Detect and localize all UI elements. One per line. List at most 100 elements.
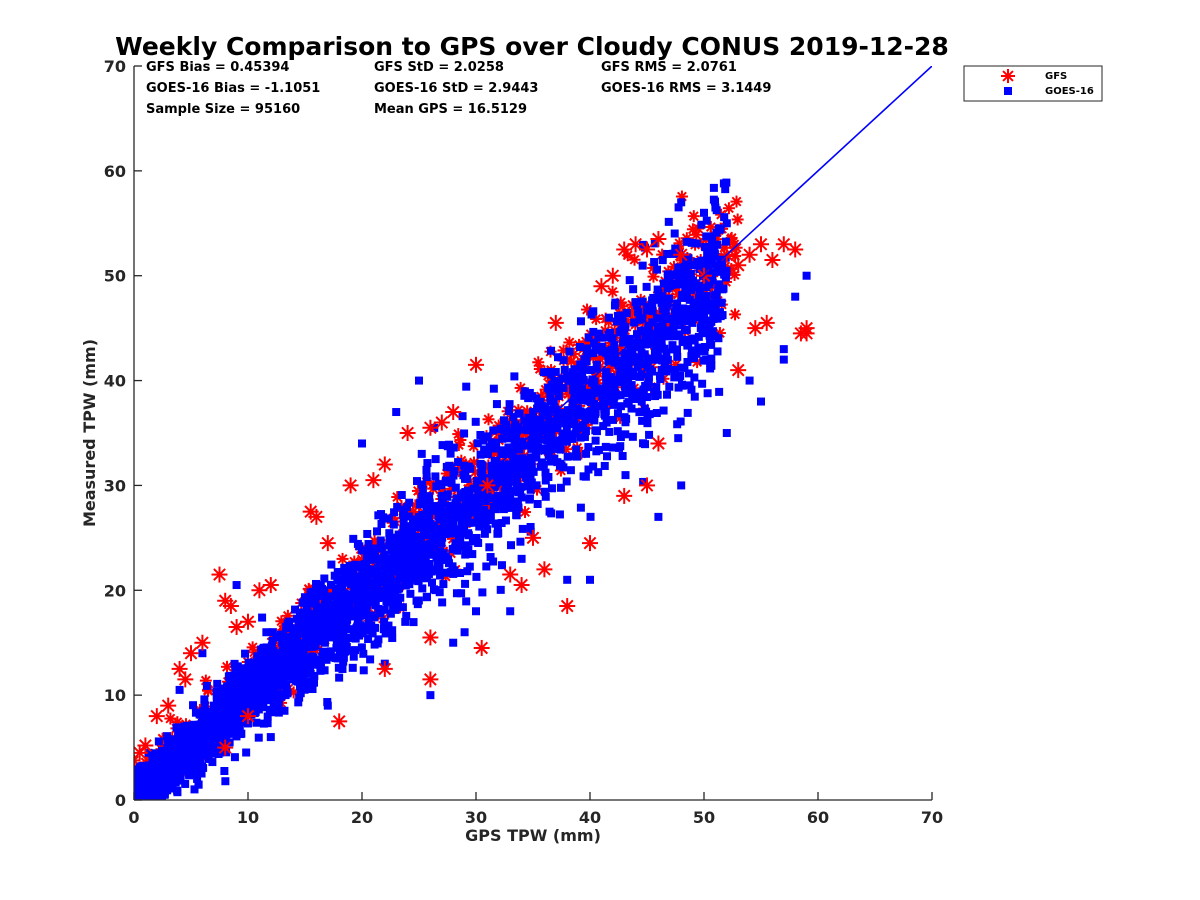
gfs-point — [741, 246, 758, 263]
goes16-point — [330, 607, 339, 616]
goes16-point — [381, 629, 390, 638]
y-tick-label: 10 — [104, 686, 126, 705]
goes16-point — [581, 415, 590, 424]
goes16-point — [524, 426, 533, 435]
goes16-point — [449, 638, 458, 647]
goes16-point — [215, 713, 224, 722]
goes16-point — [176, 764, 185, 773]
goes16-point — [649, 354, 658, 363]
goes16-point — [538, 408, 547, 417]
goes16-point — [705, 318, 714, 327]
goes16-point — [369, 554, 378, 563]
goes16-point — [576, 317, 585, 326]
goes16-point — [664, 217, 673, 226]
goes16-point — [377, 520, 386, 529]
goes16-point — [449, 443, 458, 452]
goes16-point — [134, 792, 139, 800]
goes16-point — [715, 387, 724, 396]
goes16-point — [200, 695, 209, 704]
goes16-point — [250, 701, 259, 710]
goes16-point — [455, 536, 464, 545]
gfs-point — [764, 251, 781, 268]
goes16-point — [683, 408, 692, 417]
goes16-point — [259, 703, 268, 712]
goes16-point — [435, 588, 444, 597]
goes16-point — [622, 384, 631, 393]
goes16-point — [507, 541, 516, 550]
goes16-point — [654, 336, 663, 345]
goes16-point — [243, 702, 252, 711]
goes16-point — [172, 723, 181, 732]
goes16-point — [571, 386, 580, 395]
goes16-point — [415, 376, 423, 385]
goes16-point — [489, 426, 498, 435]
goes16-point — [461, 550, 470, 559]
goes16-point — [310, 660, 319, 669]
goes16-point — [493, 522, 502, 531]
goes16-point — [582, 449, 591, 458]
goes16-point — [712, 291, 721, 300]
goes16-point — [683, 317, 692, 326]
goes16-point — [198, 649, 207, 658]
gfs-point — [473, 639, 490, 656]
goes16-point — [236, 694, 245, 703]
goes16-point — [353, 616, 362, 625]
goes16-point — [721, 185, 730, 194]
goes16-point — [650, 257, 659, 266]
goes16-point — [551, 436, 560, 445]
gfs-point — [422, 629, 439, 646]
goes16-point — [218, 684, 227, 693]
goes16-point — [700, 347, 709, 356]
goes16-point — [323, 596, 332, 605]
gfs-point — [628, 253, 641, 266]
goes16-point — [526, 485, 535, 494]
goes16-point — [687, 346, 696, 355]
goes16-point — [229, 716, 238, 725]
goes16-point — [515, 445, 524, 454]
goes16-point — [364, 577, 373, 586]
goes16-point — [323, 651, 332, 660]
goes16-point — [437, 491, 446, 500]
goes16-point — [166, 755, 175, 764]
goes16-point — [262, 628, 271, 637]
goes16-point — [311, 611, 320, 620]
goes16-point — [190, 760, 199, 769]
goes16-point — [403, 542, 412, 551]
goes16-point — [487, 438, 496, 447]
goes16-point — [638, 416, 647, 425]
goes16-point — [446, 449, 455, 458]
goes16-point — [197, 769, 206, 778]
goes16-point — [690, 392, 699, 401]
goes16-point — [537, 404, 546, 413]
goes16-point — [544, 472, 553, 481]
goes16-point — [358, 439, 366, 448]
goes16-point — [661, 308, 670, 317]
goes16-point — [356, 621, 365, 630]
x-tick-label: 70 — [921, 808, 943, 827]
goes16-point — [608, 354, 617, 363]
goes16-point — [386, 609, 395, 618]
goes16-point — [220, 767, 229, 776]
goes16-point — [551, 405, 560, 414]
goes16-point — [618, 452, 627, 461]
y-tick-label: 40 — [104, 372, 126, 391]
goes16-point — [318, 652, 327, 661]
goes16-point — [221, 777, 230, 786]
x-tick-label: 60 — [807, 808, 829, 827]
goes16-point — [578, 396, 587, 405]
goes16-point — [406, 589, 415, 598]
goes16-point — [464, 462, 473, 471]
goes16-point — [544, 367, 553, 376]
goes16-point — [653, 265, 662, 274]
goes16-point — [449, 529, 458, 538]
goes16-point — [722, 429, 731, 437]
legend-goes16-marker — [1004, 87, 1012, 95]
goes16-point — [276, 678, 285, 687]
goes16-point — [144, 748, 153, 757]
goes16-point — [563, 371, 572, 380]
goes16-point — [331, 584, 340, 593]
goes16-point — [246, 685, 255, 694]
goes16-point — [385, 529, 394, 538]
goes16-point — [538, 435, 547, 444]
